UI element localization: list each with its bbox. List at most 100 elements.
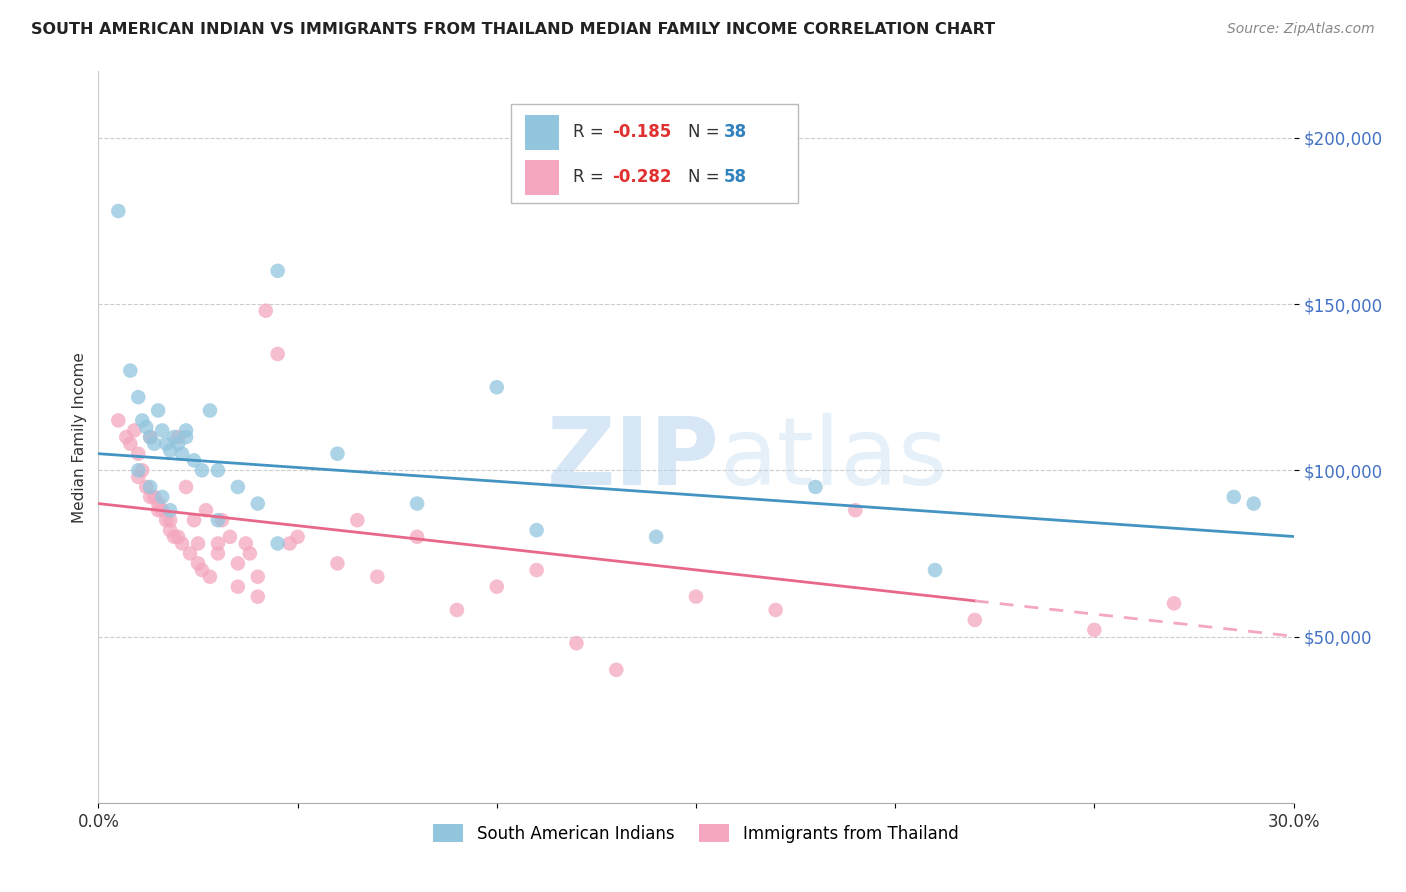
Point: [287, 530, 309, 544]
Text: atlas: atlas: [720, 413, 948, 505]
Point: [172, 536, 194, 550]
Point: [163, 430, 186, 444]
Point: [159, 443, 181, 458]
Point: [139, 490, 162, 504]
Point: [127, 390, 149, 404]
Point: [366, 570, 388, 584]
Point: [159, 503, 181, 517]
Point: [526, 563, 548, 577]
Text: R =: R =: [572, 123, 609, 141]
Point: [179, 546, 201, 560]
Point: [139, 430, 162, 444]
Point: [239, 546, 262, 560]
Point: [115, 430, 138, 444]
Point: [765, 603, 787, 617]
Point: [127, 463, 149, 477]
Point: [267, 536, 290, 550]
Point: [207, 536, 229, 550]
Point: [246, 590, 269, 604]
Point: [267, 264, 290, 278]
Point: [326, 557, 349, 571]
Point: [198, 570, 221, 584]
Point: [167, 430, 190, 444]
Point: [211, 513, 233, 527]
Point: [924, 563, 946, 577]
Point: [207, 546, 229, 560]
Point: [155, 436, 177, 450]
Point: [844, 503, 866, 517]
Point: [135, 420, 157, 434]
Point: [198, 403, 221, 417]
Point: [172, 447, 194, 461]
Point: [226, 480, 249, 494]
Point: [1223, 490, 1246, 504]
Text: 38: 38: [724, 123, 747, 141]
Point: [226, 580, 249, 594]
Point: [174, 430, 197, 444]
Text: SOUTH AMERICAN INDIAN VS IMMIGRANTS FROM THAILAND MEDIAN FAMILY INCOME CORRELATI: SOUTH AMERICAN INDIAN VS IMMIGRANTS FROM…: [31, 22, 995, 37]
Text: -0.282: -0.282: [613, 169, 672, 186]
Point: [148, 503, 170, 517]
Point: [963, 613, 986, 627]
Point: [254, 303, 277, 318]
Point: [107, 413, 129, 427]
Point: [148, 403, 170, 417]
Point: [226, 557, 249, 571]
Point: [163, 530, 186, 544]
Point: [174, 480, 197, 494]
Point: [346, 513, 368, 527]
Point: [159, 523, 181, 537]
Point: [124, 424, 146, 438]
Point: [191, 463, 214, 477]
Point: [155, 513, 177, 527]
Point: [278, 536, 301, 550]
Point: [605, 663, 627, 677]
Point: [167, 436, 190, 450]
Point: [207, 513, 229, 527]
Point: [143, 436, 166, 450]
Legend: South American Indians, Immigrants from Thailand: South American Indians, Immigrants from …: [427, 818, 965, 849]
Point: [565, 636, 588, 650]
Point: [326, 447, 349, 461]
Point: [207, 463, 229, 477]
Point: [645, 530, 668, 544]
Point: [131, 463, 153, 477]
Point: [120, 436, 142, 450]
Text: 58: 58: [724, 169, 747, 186]
Point: [1243, 497, 1265, 511]
Point: [1163, 596, 1185, 610]
Point: [159, 513, 181, 527]
Text: -0.185: -0.185: [613, 123, 672, 141]
Point: [685, 590, 707, 604]
Point: [120, 363, 142, 377]
Text: N =: N =: [688, 169, 724, 186]
Point: [150, 503, 173, 517]
Point: [191, 563, 214, 577]
Point: [148, 497, 170, 511]
Y-axis label: Median Family Income: Median Family Income: [72, 351, 87, 523]
Point: [187, 536, 209, 550]
Point: [127, 447, 149, 461]
Point: [107, 204, 129, 219]
Point: [485, 380, 508, 394]
Point: [167, 530, 190, 544]
Point: [135, 480, 157, 494]
Point: [446, 603, 468, 617]
Point: [526, 523, 548, 537]
Point: [406, 530, 429, 544]
Text: ZIP: ZIP: [547, 413, 720, 505]
Point: [143, 490, 166, 504]
FancyBboxPatch shape: [524, 160, 558, 195]
Point: [150, 490, 173, 504]
Point: [139, 430, 162, 444]
Text: Source: ZipAtlas.com: Source: ZipAtlas.com: [1227, 22, 1375, 37]
FancyBboxPatch shape: [524, 114, 558, 150]
Point: [406, 497, 429, 511]
Point: [246, 497, 269, 511]
Text: R =: R =: [572, 169, 609, 186]
FancyBboxPatch shape: [510, 104, 797, 203]
Point: [1083, 623, 1105, 637]
Point: [174, 424, 197, 438]
Point: [127, 470, 149, 484]
Point: [187, 557, 209, 571]
